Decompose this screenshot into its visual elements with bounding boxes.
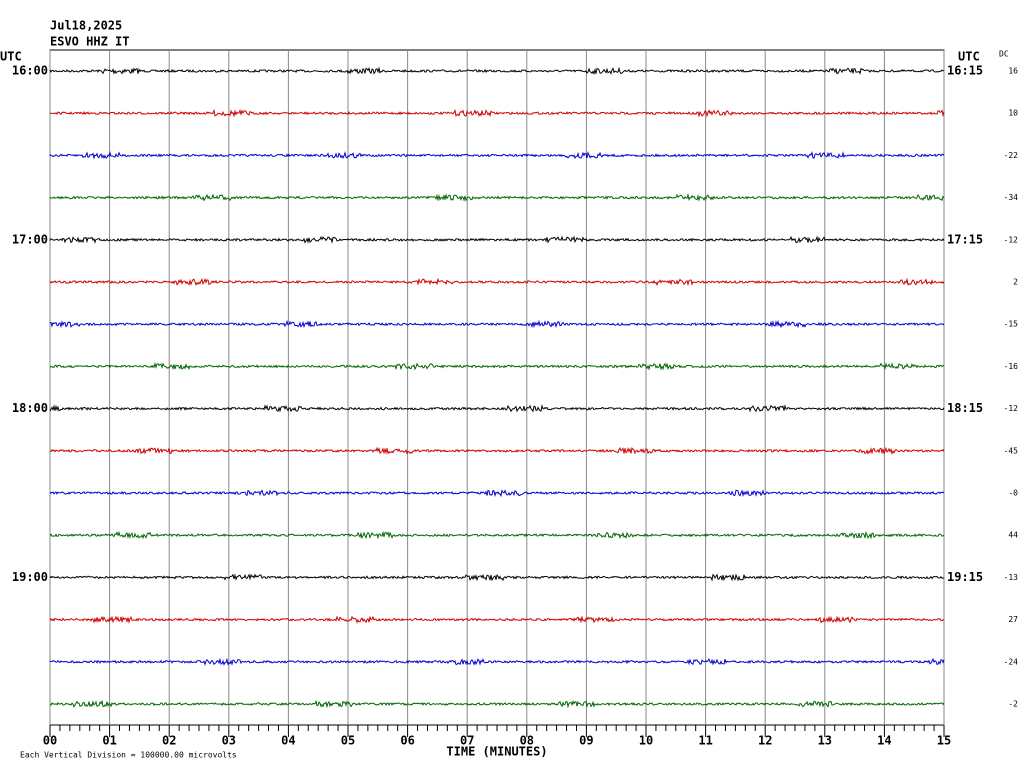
trace	[49, 489, 945, 498]
right-time-label: 16:15	[947, 64, 983, 78]
dc-label: DC	[999, 50, 1009, 59]
trace	[49, 699, 945, 709]
trace	[49, 446, 945, 456]
dc-offset: 2	[1013, 278, 1018, 287]
left-time-label: 19:00	[12, 570, 48, 584]
trace	[49, 530, 945, 540]
footnote: Each Vertical Division = 100000.00 micro…	[20, 751, 237, 760]
trace	[49, 362, 945, 371]
x-tick-label: 07	[460, 734, 474, 748]
dc-offset: -22	[1004, 151, 1019, 160]
dc-offset: -12	[1004, 235, 1019, 244]
x-tick-label: 03	[222, 734, 236, 748]
plot-frame	[49, 49, 945, 726]
x-tick-label: 08	[520, 734, 534, 748]
dc-offset: 27	[1008, 615, 1018, 624]
x-tick-label: 06	[400, 734, 414, 748]
station: ESVO HHZ IT	[50, 35, 129, 49]
x-tick-label: 12	[758, 734, 772, 748]
x-tick-label: 05	[341, 734, 355, 748]
trace	[49, 235, 945, 244]
trace	[49, 192, 945, 202]
trace	[49, 277, 945, 287]
dc-offset: -2	[1008, 700, 1018, 709]
trace	[49, 150, 945, 160]
trace	[49, 615, 945, 624]
x-tick-label: 10	[639, 734, 653, 748]
right-time-label: 19:15	[947, 570, 983, 584]
x-tick-label: 02	[162, 734, 176, 748]
dc-offset: 16	[1008, 67, 1018, 76]
right-axis-label: UTC	[958, 50, 980, 64]
dc-offset: -0	[1008, 489, 1018, 498]
date: Jul18,2025	[50, 19, 122, 33]
dc-offset: -13	[1004, 573, 1019, 582]
trace	[49, 66, 945, 76]
trace	[49, 573, 945, 582]
right-time-label: 18:15	[947, 401, 983, 415]
x-tick-label: 14	[877, 734, 891, 748]
x-tick-label: 11	[698, 734, 712, 748]
x-tick-label: 00	[43, 734, 57, 748]
x-tick-label: 15	[937, 734, 951, 748]
x-tick-label: 01	[102, 734, 116, 748]
x-axis-label: TIME (MINUTES)	[446, 745, 547, 759]
dc-offset: -24	[1004, 657, 1019, 666]
right-time-label: 17:15	[947, 232, 983, 246]
x-tick-label: 13	[818, 734, 832, 748]
left-time-label: 16:00	[12, 64, 48, 78]
left-time-label: 18:00	[12, 401, 48, 415]
left-time-label: 17:00	[12, 232, 48, 246]
dc-offset: -45	[1004, 446, 1019, 455]
trace	[49, 319, 945, 329]
trace	[49, 403, 945, 413]
trace	[49, 657, 945, 666]
trace	[49, 108, 945, 118]
dc-offset: -15	[1004, 320, 1019, 329]
dc-offset: -34	[1004, 193, 1019, 202]
x-tick-label: 04	[281, 734, 295, 748]
dc-offset: -12	[1004, 404, 1019, 413]
x-tick-label: 09	[579, 734, 593, 748]
dc-offset: 10	[1008, 109, 1018, 118]
left-axis-label: UTC	[0, 50, 22, 64]
dc-offset: -16	[1004, 362, 1019, 371]
dc-offset: 44	[1008, 531, 1018, 540]
